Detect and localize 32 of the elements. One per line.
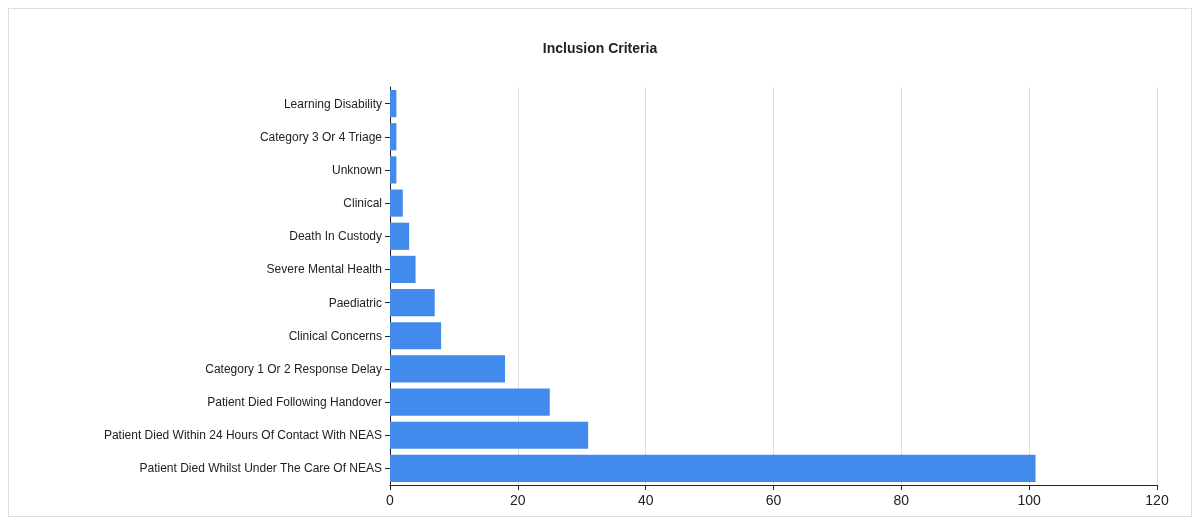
y-tick-label: Patient Died Following Handover — [207, 395, 382, 410]
bar — [390, 255, 416, 284]
y-tick-label: Category 3 Or 4 Triage — [259, 129, 383, 144]
x-tick-label: 60 — [765, 492, 782, 508]
bar — [390, 454, 1036, 483]
x-tick-label: 20 — [510, 492, 526, 508]
y-tick-label: Category 1 Or 2 Response Delay — [205, 361, 382, 376]
y-tick-label: Patient Died Whilst Under The Care Of NEAS — [139, 461, 382, 476]
y-tick-label: Unknown — [331, 162, 382, 177]
bar — [390, 355, 506, 383]
y-tick-label: Patient Died Within 24 Hours Of Contact With NEAS — [103, 428, 382, 443]
y-tick-label: Paediatric — [328, 295, 382, 310]
y-tick-label: Learning Disability — [283, 96, 382, 111]
x-tick-label: 80 — [893, 492, 910, 508]
bar — [390, 123, 397, 151]
x-tick-label: 100 — [1017, 492, 1042, 508]
x-tick-label: 120 — [1145, 492, 1169, 508]
y-tick-label: Clinical — [343, 196, 382, 211]
chart-title: Inclusion Criteria — [542, 40, 658, 56]
y-tick-label: Severe Mental Health — [266, 262, 382, 277]
x-tick-label: 40 — [637, 492, 654, 508]
bar — [390, 421, 589, 449]
bar — [390, 222, 410, 250]
y-tick-label: Death In Custody — [289, 229, 382, 244]
bar — [390, 388, 550, 416]
bar — [390, 288, 435, 317]
bar — [390, 322, 442, 350]
y-tick-label: Clinical Concerns — [288, 328, 382, 343]
bar — [390, 156, 397, 184]
bar — [390, 89, 397, 118]
bar — [390, 189, 403, 217]
x-tick-label: 0 — [386, 492, 395, 508]
